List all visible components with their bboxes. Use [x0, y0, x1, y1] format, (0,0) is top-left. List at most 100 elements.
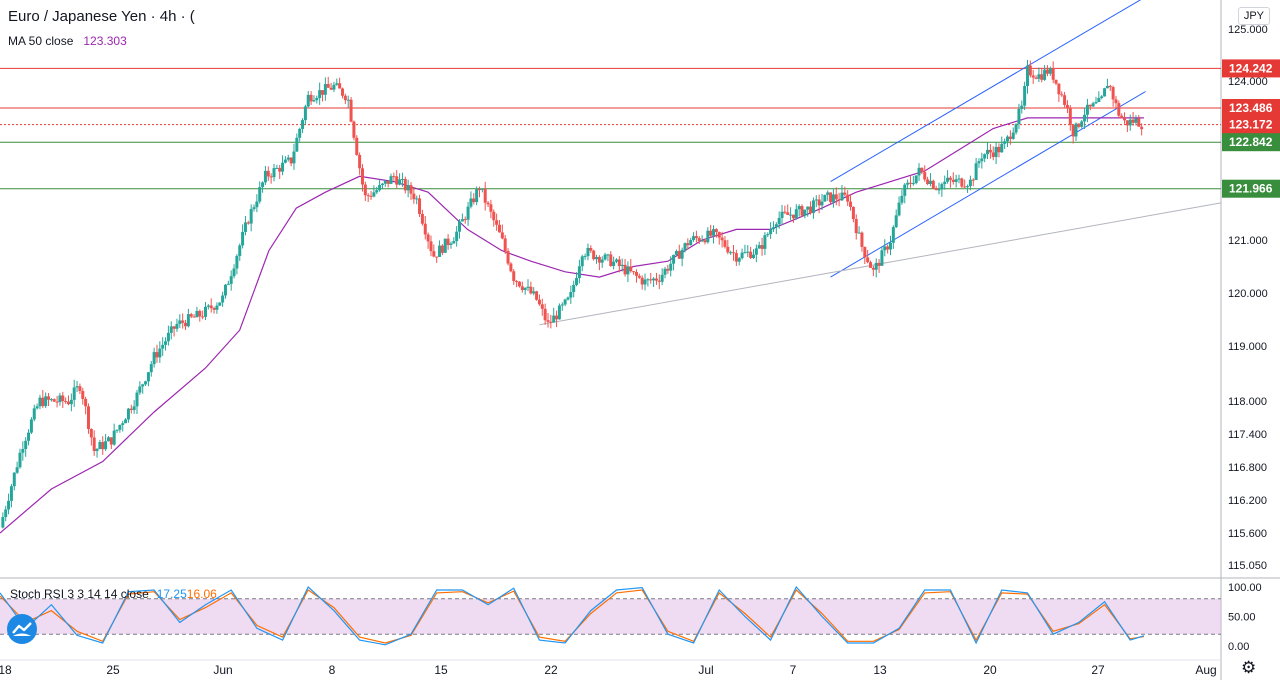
candle-body — [811, 200, 815, 214]
candle-body — [569, 292, 573, 298]
candle-body — [749, 251, 753, 259]
candle-body — [600, 259, 604, 263]
candle-body — [283, 159, 287, 163]
candle-body — [566, 297, 570, 300]
candle-body — [760, 245, 764, 249]
candle-body — [1040, 74, 1044, 80]
chart-title[interactable]: Euro / Japanese Yen · 4h · ( — [8, 8, 195, 25]
candle-body — [420, 213, 424, 224]
candle-body — [223, 284, 227, 296]
candles — [1, 59, 1144, 529]
candle-body — [652, 278, 656, 281]
candle-body — [560, 304, 564, 306]
y-tick-label: 121.000 — [1228, 235, 1268, 247]
candle-body — [640, 277, 644, 285]
candle-body — [452, 241, 456, 244]
y-tick-label: 116.200 — [1228, 495, 1267, 507]
candle-body — [49, 399, 53, 401]
candle-body — [837, 199, 841, 201]
candle-body — [1043, 69, 1047, 80]
candle-body — [226, 283, 230, 285]
candle-body — [612, 261, 616, 267]
candle-body — [238, 245, 242, 256]
candle-body — [709, 230, 713, 236]
candle-body — [857, 232, 861, 234]
candle-body — [86, 406, 90, 429]
currency-badge[interactable]: JPY — [1237, 7, 1270, 25]
candle-body — [580, 256, 584, 267]
stoch-legend[interactable]: Stoch RSI 3 3 14 14 close 17.2516.06 — [10, 587, 217, 601]
candle-body — [894, 215, 898, 228]
candle-body — [375, 190, 379, 193]
candle-body — [891, 227, 895, 243]
y-tick-label: 115.050 — [1228, 560, 1267, 572]
candle-body — [957, 178, 961, 180]
candle-body — [643, 279, 647, 285]
candle-body — [1094, 102, 1098, 104]
candle-body — [771, 227, 775, 230]
candle-body — [483, 188, 487, 203]
candle-body — [318, 90, 322, 99]
candle-body — [883, 246, 887, 251]
candle-body — [734, 253, 738, 262]
candle-body — [931, 180, 935, 189]
candle-body — [203, 306, 207, 317]
candle-body — [235, 255, 239, 269]
candle-body — [774, 224, 778, 228]
candle-body — [175, 323, 179, 329]
candle-body — [1034, 77, 1038, 79]
candle-body — [24, 440, 28, 449]
candle-body — [988, 149, 992, 153]
candle-body — [475, 189, 479, 203]
candle-body — [900, 195, 904, 203]
candle-body — [763, 235, 767, 249]
candle-body — [849, 201, 853, 207]
candle-body — [746, 251, 750, 253]
candle-body — [537, 299, 541, 305]
candle-body — [526, 286, 530, 288]
candle-body — [369, 195, 373, 197]
candle-body — [843, 192, 847, 195]
candle-body — [517, 281, 521, 287]
candle-body — [680, 249, 684, 259]
candle-body — [372, 192, 376, 197]
candle-body — [321, 90, 325, 95]
ma-legend[interactable]: MA 50 close 123.303 — [8, 34, 127, 48]
gear-icon[interactable]: ⚙ — [1241, 658, 1257, 677]
y-tick-label: 118.000 — [1228, 396, 1267, 408]
candle-body — [172, 326, 176, 329]
candle-body — [937, 189, 941, 191]
candle-body — [948, 177, 952, 180]
candle-body — [286, 157, 290, 160]
candle-body — [928, 180, 932, 185]
candle-body — [263, 170, 267, 183]
candle-body — [714, 229, 718, 233]
candle-body — [323, 84, 327, 95]
candle-body — [166, 332, 170, 342]
candle-body — [1037, 74, 1041, 79]
candle-body — [786, 212, 790, 215]
candle-body — [780, 211, 784, 218]
candle-body — [403, 179, 407, 191]
candle-body — [1120, 115, 1124, 119]
candle-body — [164, 341, 168, 345]
level-tag-label: 121.966 — [1229, 182, 1273, 196]
level-tag — [1222, 59, 1280, 78]
candle-body — [577, 266, 581, 279]
candle-body — [706, 230, 710, 243]
candle-body — [412, 193, 416, 200]
chart-logo-icon[interactable] — [7, 614, 37, 644]
candle-body — [657, 280, 661, 282]
candle-body — [455, 231, 459, 242]
candle-body — [994, 146, 998, 157]
candle-body — [1020, 105, 1024, 110]
candle-body — [303, 106, 307, 121]
level-tag-label: 124.242 — [1229, 61, 1273, 75]
candle-body — [1063, 95, 1067, 105]
candle-body — [874, 262, 878, 270]
candle-body — [409, 185, 413, 194]
candle-body — [877, 262, 881, 266]
candle-body — [869, 262, 873, 268]
candle-body — [195, 310, 199, 318]
